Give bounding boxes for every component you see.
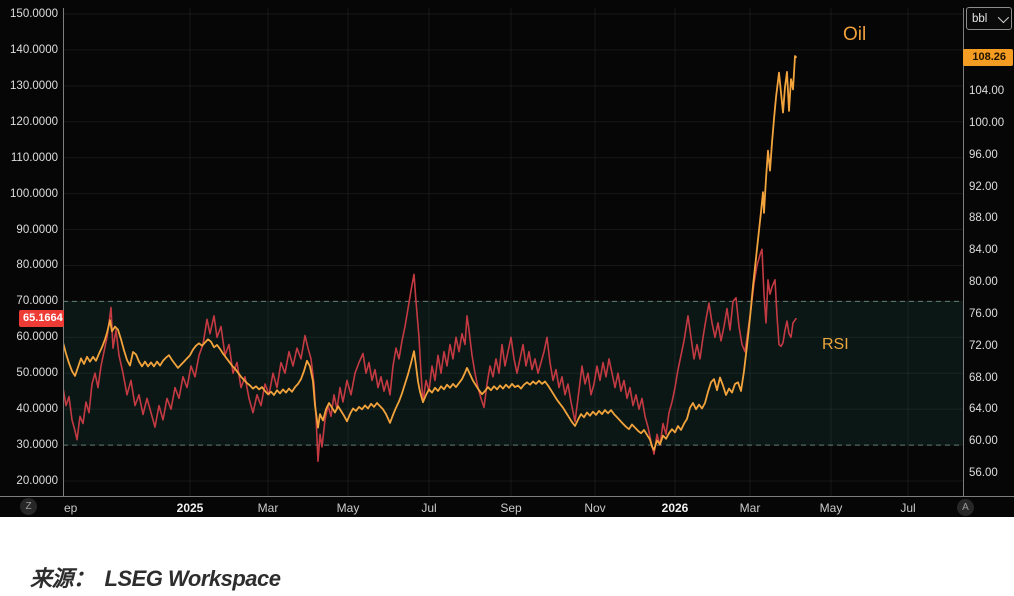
right-axis-tick-label: 100.00: [969, 117, 1005, 129]
right-axis-tick-label: 96.00: [969, 149, 998, 161]
time-axis-label: 2026: [661, 501, 689, 515]
source-prefix: 来源：: [30, 566, 95, 591]
time-axis-label: Jul: [900, 501, 916, 515]
left-axis-tick-label: 20.0000: [16, 475, 58, 487]
left-axis-tick-label: 40.0000: [16, 403, 58, 415]
time-axis-label: Nov: [584, 501, 606, 515]
left-axis-tick-label: 140.0000: [10, 44, 58, 56]
oil-series-label: Oil: [843, 24, 867, 45]
rsi-series-line: [63, 248, 797, 463]
chart-background: [0, 0, 1014, 517]
rsi-band: [63, 301, 963, 446]
left-axis-tick-label: 60.0000: [16, 331, 58, 343]
time-axis-label: 2025: [176, 501, 204, 515]
time-axis-label: May: [819, 501, 843, 515]
right-axis-tick-label: 92.00: [969, 181, 998, 193]
left-axis-tick-label: 100.0000: [10, 188, 58, 200]
right-axis-tick-label: 88.00: [969, 212, 998, 224]
time-axis-label: Mar: [739, 501, 761, 515]
unit-dropdown[interactable]: bbl: [966, 7, 1012, 30]
right-axis-tick-label: 104.00: [969, 85, 1005, 97]
time-axis-label: ep: [64, 501, 78, 515]
chevron-down-icon: [997, 11, 1010, 23]
right-axis-tick-label: 64.00: [969, 403, 998, 415]
chart-panel: 150.0000 140.0000 130.0000 120.0000 110.0000…: [0, 0, 1014, 517]
left-axis-tick-label: 130.0000: [10, 80, 58, 92]
right-axis-tick-label: 80.00: [969, 276, 998, 288]
timezone-button[interactable]: Z: [20, 498, 37, 515]
rsi-current-price-tag: 65.1664: [19, 310, 64, 327]
right-axis-tick-label: 56.00: [969, 467, 998, 479]
left-axis-tick-label: 110.0000: [10, 152, 58, 164]
left-axis-tick-label: 90.0000: [16, 224, 58, 236]
right-axis-tick-label: 84.00: [969, 244, 998, 256]
right-axis-tick-label: 72.00: [969, 340, 998, 352]
left-axis-tick-label: 70.0000: [16, 295, 58, 307]
right-axis-tick-label: 76.00: [969, 308, 998, 320]
time-axis-label: Sep: [500, 501, 522, 515]
price-chart-canvas[interactable]: [0, 0, 1014, 517]
left-axis-tick-label: 80.0000: [16, 259, 58, 271]
oil-series-line: [63, 55, 797, 451]
auto-scale-button[interactable]: A: [957, 499, 974, 516]
left-axis-tick-label: 150.0000: [10, 8, 58, 20]
source-name: LSEG Workspace: [104, 566, 282, 591]
left-axis-tick-label: 50.0000: [16, 367, 58, 379]
time-axis-label: Mar: [257, 501, 279, 515]
left-axis-tick-label: 120.0000: [10, 116, 58, 128]
source-bar: 来源： LSEG Workspace: [0, 517, 1014, 596]
time-axis-label: May: [336, 501, 360, 515]
source-line: 来源： LSEG Workspace: [30, 561, 281, 593]
oil-current-price-tag: 108.26: [963, 49, 1013, 66]
left-axis-tick-label: 30.0000: [16, 439, 58, 451]
right-axis-tick-label: 68.00: [969, 372, 998, 384]
unit-dropdown-value: bbl: [972, 12, 988, 25]
rsi-series-label: RSI: [822, 336, 849, 353]
right-axis-tick-label: 60.00: [969, 435, 998, 447]
time-axis-label: Jul: [421, 501, 437, 515]
